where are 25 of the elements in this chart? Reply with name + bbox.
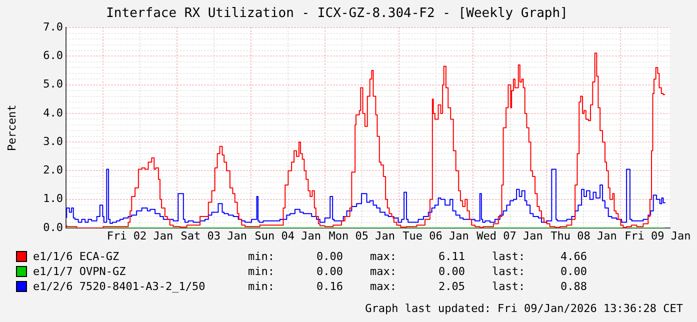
x-tick-label: Sat 03 Jan xyxy=(180,229,248,242)
legend-label: e1/1/6 ECA-GZ xyxy=(33,250,120,263)
y-tick-label: 3.0 xyxy=(43,134,63,148)
x-tick-label: Thu 08 Jan xyxy=(550,229,617,242)
y-tick-label: 1.0 xyxy=(43,192,63,206)
text: min: 0.00 max: 0.00 last: 0.00 xyxy=(248,265,587,278)
x-tick-label: Sun 04 Jan xyxy=(254,229,321,242)
x-tick-label: Fri 02 Jan xyxy=(106,229,174,242)
y-tick-label: 2.0 xyxy=(43,164,63,177)
text: min: 0.00 max: 6.11 last: 4.66 xyxy=(248,250,587,263)
y-tick-label: 5.0 xyxy=(43,78,63,91)
x-tick-label: Tue 06 Jan xyxy=(402,229,469,242)
y-tick-label: 6.0 xyxy=(43,49,63,62)
x-tick-label: Fri 09 Jan xyxy=(624,229,691,242)
y-tick-label: 0.0 xyxy=(43,220,63,234)
chart-title: Interface RX Utilization - ICX-GZ-8.304-F2 - [Weekly Graph] xyxy=(106,6,568,22)
x-tick-label: Wed 07 Jan xyxy=(476,229,543,242)
legend-label: e1/2/6 7520-8401-A3-2_1/50 xyxy=(33,280,206,293)
y-tick-label: 7.0 xyxy=(43,20,63,34)
y-tick-label: 4.0 xyxy=(43,106,63,120)
legend-label: e1/1/7 OVPN-GZ xyxy=(33,265,127,278)
text: Graph last updated: Fri 09/Jan/2026 13:36:28 CET xyxy=(365,302,683,315)
text: min: 0.16 max: 2.05 last: 0.88 xyxy=(248,280,587,293)
y-axis-title: Percent xyxy=(5,104,18,151)
x-tick-label: Mon 05 Jan xyxy=(328,229,395,242)
